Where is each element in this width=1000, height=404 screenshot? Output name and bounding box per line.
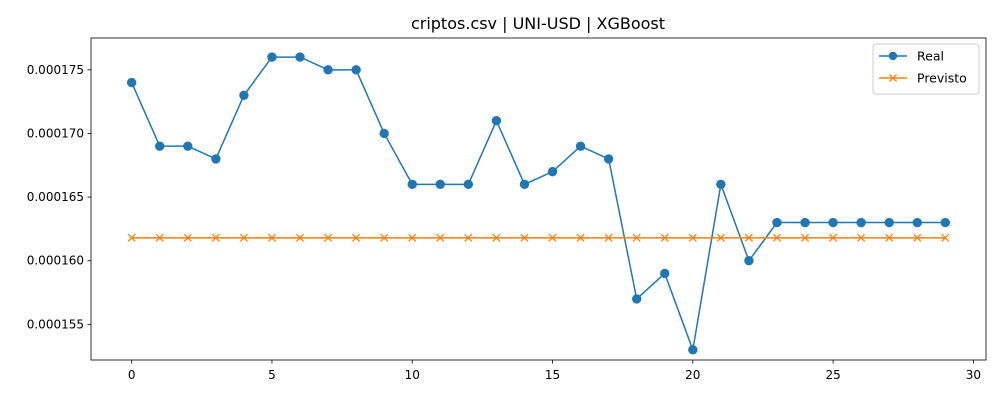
data-point-previsto [660, 233, 669, 242]
data-point-previsto [267, 233, 277, 242]
x-tick-label: 0 [128, 368, 136, 382]
series-previsto [127, 233, 950, 242]
data-point-previsto [464, 233, 473, 242]
axes-layer: 0 5 10 15 20 25 30 0.000155 0.000160 0.000165 0.00… [27, 37, 987, 382]
data-point-real [267, 52, 277, 62]
y-tick-label: 0.000170 [27, 126, 84, 140]
data-point-real [407, 179, 417, 190]
data-point-real [379, 128, 389, 139]
data-point-previsto [885, 233, 894, 242]
data-point-previsto [183, 233, 192, 242]
data-point-previsto [576, 233, 585, 242]
data-point-real [772, 217, 782, 228]
legend-marker-previsto [888, 73, 898, 83]
data-point-previsto [520, 233, 529, 242]
data-point-previsto [436, 233, 445, 242]
data-point-previsto [716, 233, 725, 242]
data-point-previsto [857, 233, 866, 242]
data-point-previsto [127, 233, 136, 242]
data-point-previsto [408, 233, 417, 242]
x-tick-label: 30 [966, 368, 981, 382]
data-point-previsto [380, 233, 389, 242]
x-tick-label: 5 [268, 368, 276, 382]
data-point-previsto [829, 233, 838, 242]
data-point-real [856, 217, 866, 228]
data-point-real [547, 166, 558, 177]
data-point-real [660, 268, 670, 279]
data-point-real [239, 90, 249, 100]
data-point-real [688, 345, 698, 355]
legend: Real Previsto [872, 43, 980, 95]
x-tick-label: 25 [825, 368, 840, 382]
data-point-previsto [239, 233, 248, 242]
data-point-real [631, 294, 642, 304]
data-point-real [155, 141, 165, 151]
data-point-real [491, 116, 502, 126]
data-point-previsto [548, 233, 557, 242]
data-point-real [828, 217, 838, 228]
data-point-previsto [632, 233, 641, 242]
data-point-real [351, 65, 361, 75]
data-point-previsto [155, 233, 164, 242]
y-tick-label: 0.000175 [27, 63, 84, 77]
data-point-previsto [324, 233, 333, 242]
data-point-previsto [913, 233, 922, 242]
data-point-previsto [211, 233, 220, 242]
y-tick-label: 0.000160 [27, 254, 84, 268]
legend-label-real: Real [917, 49, 944, 64]
data-point-real [575, 141, 586, 151]
data-point-real [183, 141, 193, 151]
legend-label-previsto: Previsto [917, 71, 967, 86]
data-point-real [940, 217, 951, 228]
series-line-real [130, 56, 946, 351]
legend-item-real: Real [879, 49, 944, 64]
chart-title: criptos.csv | UNI-USD | XGBoost [411, 14, 665, 33]
data-point-real [126, 77, 137, 88]
data-point-real [716, 179, 726, 190]
data-point-previsto [772, 233, 782, 242]
series-layer [126, 52, 951, 355]
data-point-previsto [800, 233, 810, 242]
data-point-previsto [492, 233, 501, 242]
data-point-real [323, 65, 333, 75]
data-point-real [884, 217, 894, 228]
x-tick-label: 15 [545, 368, 560, 382]
data-point-previsto [295, 233, 305, 242]
y-tick-label: 0.000155 [27, 317, 84, 331]
plot-frame [90, 37, 987, 361]
data-point-previsto [688, 233, 697, 242]
data-point-real [295, 52, 305, 62]
data-point-real [435, 179, 446, 190]
data-point-previsto [352, 233, 361, 242]
data-point-real [800, 217, 810, 228]
data-point-real [463, 179, 474, 190]
x-tick-label: 20 [685, 368, 700, 382]
legend-marker-real [888, 51, 898, 61]
data-point-real [912, 217, 922, 228]
data-point-real [519, 179, 530, 190]
data-point-real [603, 154, 614, 164]
x-tick-label: 10 [405, 368, 420, 382]
legend-item-previsto: Previsto [879, 71, 967, 86]
data-point-previsto [604, 233, 613, 242]
data-point-previsto [744, 233, 753, 242]
series-real [126, 52, 951, 355]
y-tick-label: 0.000165 [27, 190, 84, 204]
data-point-real [744, 256, 754, 266]
data-point-real [211, 154, 221, 164]
data-point-previsto [941, 233, 950, 242]
